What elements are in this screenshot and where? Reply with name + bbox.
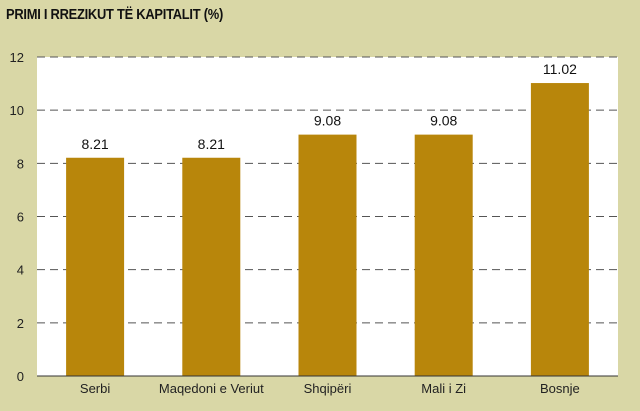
x-category-label: Shqipëri bbox=[304, 381, 352, 396]
y-tick-label: 10 bbox=[10, 103, 24, 118]
chart-title: PRIMI I RREZIKUT TË KAPITALIT (%) bbox=[6, 6, 223, 23]
bar bbox=[182, 157, 241, 376]
x-category-label: Mali i Zi bbox=[421, 381, 466, 396]
bar-value-label: 8.21 bbox=[198, 136, 225, 152]
bar-value-label: 9.08 bbox=[430, 113, 457, 129]
bar-value-label: 11.02 bbox=[543, 61, 577, 77]
x-category-label: Serbi bbox=[80, 381, 110, 396]
x-category-label: Bosnje bbox=[540, 381, 580, 396]
bars: 8.21 8.21 9.08 9.08 11.02 bbox=[66, 61, 589, 376]
y-tick-label: 2 bbox=[17, 316, 24, 331]
bar bbox=[414, 134, 473, 376]
bar-value-label: 9.08 bbox=[314, 113, 341, 129]
x-category-label: Maqedoni e Veriut bbox=[159, 381, 264, 396]
bar bbox=[298, 134, 357, 376]
bar bbox=[66, 157, 125, 376]
y-tick-label: 4 bbox=[17, 263, 24, 278]
bar bbox=[530, 83, 589, 376]
y-tick-label: 12 bbox=[10, 50, 24, 65]
bar-value-label: 8.21 bbox=[81, 136, 108, 152]
y-tick-label: 6 bbox=[17, 210, 24, 225]
axes: 0 2 4 6 8 10 12 Serbi Maqedoni e Veriut Shqipëri M… bbox=[10, 50, 618, 396]
y-tick-label: 8 bbox=[17, 156, 24, 171]
y-tick-label: 0 bbox=[17, 369, 24, 384]
